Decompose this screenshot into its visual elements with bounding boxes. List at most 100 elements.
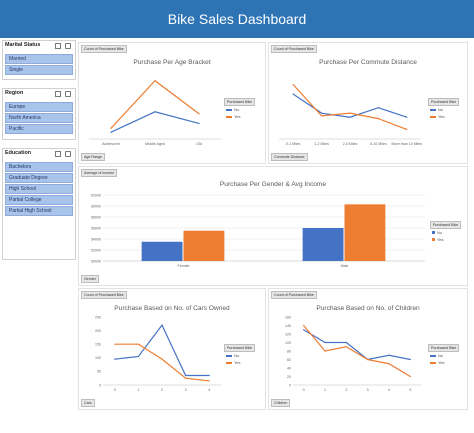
legend-filter-button[interactable]: Purchased Bike	[430, 221, 462, 229]
series-line-yes	[292, 84, 408, 131]
x-tick-label: 0-1 Miles	[286, 142, 301, 146]
legend-filter-button[interactable]: Purchased Bike	[428, 98, 460, 106]
chart-title: Purchase Based on No. of Children	[316, 305, 420, 312]
slicer-item-married[interactable]: Married	[5, 54, 73, 64]
value-field-tag[interactable]: Count of Purchased Bike	[81, 45, 127, 53]
multi-select-icon[interactable]	[55, 91, 61, 97]
y-tick-label: 60000	[91, 204, 101, 208]
chart-plot-commute: 0-1 Miles 1-2 Miles 2-5 Miles 5-10 Miles Mor…	[279, 84, 422, 146]
legend-item-no: No	[432, 230, 442, 235]
data-point-yes	[292, 84, 294, 86]
y-tick-label: 50	[97, 370, 101, 374]
x-tick-label: 3	[185, 388, 187, 392]
axis-field-button[interactable]: Children	[271, 399, 291, 407]
value-field-tag[interactable]: Count of Purchased Bike	[81, 291, 127, 299]
axis-field-button[interactable]: Age Range	[81, 153, 105, 161]
chart-panel-children: Count of Purchased Bike Purchase Based o…	[268, 288, 468, 410]
data-point-no	[154, 111, 156, 113]
bar-no-male	[302, 228, 344, 261]
chart-plot-cars: 0 50 100 150 200 250 0 1 2 3 4	[95, 315, 221, 392]
x-tick-label: 2	[345, 388, 347, 392]
data-point-no	[321, 112, 323, 114]
y-tick-label: 250	[95, 315, 101, 319]
dashboard-title: Bike Sales Dashboard	[0, 0, 474, 38]
data-point-yes	[388, 363, 390, 365]
multi-select-icon[interactable]	[55, 43, 61, 49]
slicer-item-europe[interactable]: Europe	[5, 102, 73, 112]
axis-field-button[interactable]: Commute Distance	[271, 153, 308, 161]
chart-title: Purchase Based on No. of Cars Owned	[114, 305, 230, 312]
data-point-no	[324, 341, 326, 344]
data-point-no	[377, 107, 379, 109]
y-tick-label: 52000	[91, 248, 101, 252]
legend-filter-button[interactable]: Purchased Bike	[224, 98, 256, 106]
chart-plot-age: Adolescent Middle Aged Old	[89, 79, 221, 146]
slicer-title: Marital Status	[5, 42, 41, 48]
legend-item-yes: Yes	[432, 237, 444, 242]
legend-item-no: No	[430, 107, 443, 112]
bar-yes-female	[183, 230, 225, 261]
data-point-yes	[409, 375, 411, 378]
legend-swatch-yes	[430, 116, 436, 118]
slicer-title: Education	[5, 150, 32, 156]
slicer-region: Region Europe North America Pacific	[2, 88, 76, 140]
x-tick-label: Adolescent	[102, 142, 120, 146]
multi-select-icon[interactable]	[55, 151, 61, 157]
series-line-no	[303, 329, 411, 361]
data-point-yes	[154, 80, 156, 82]
data-point-yes	[367, 358, 369, 361]
legend-filter-button[interactable]: Purchased Bike	[224, 344, 256, 352]
data-point-yes	[321, 115, 323, 117]
slicer-item-partial-high-school[interactable]: Partial High School	[5, 206, 73, 216]
slicer-item-partial-college[interactable]: Partial College	[5, 195, 73, 205]
series-line-no	[292, 93, 407, 118]
x-tick-label: Old	[196, 142, 202, 146]
clear-filter-icon[interactable]	[65, 43, 71, 49]
legend-swatch-yes	[430, 362, 436, 364]
value-field-tag[interactable]: Count of Purchased Bike	[271, 45, 317, 53]
legend-swatch-yes	[226, 116, 232, 118]
y-tick-label: 120	[285, 332, 291, 336]
legend-swatch-no	[430, 109, 436, 111]
clear-filter-icon[interactable]	[65, 91, 71, 97]
data-point-no	[345, 341, 347, 344]
data-point-yes	[198, 113, 200, 115]
axis-field-button[interactable]: Gender	[81, 275, 99, 283]
data-point-yes	[349, 112, 351, 114]
slicer-item-graduate-degree[interactable]: Graduate Degree	[5, 173, 73, 183]
slicer-item-north-america[interactable]: North America	[5, 113, 73, 123]
clear-filter-icon[interactable]	[65, 151, 71, 157]
data-point-yes	[137, 343, 139, 345]
y-tick-label: 0	[289, 383, 291, 387]
y-tick-label: 56000	[91, 226, 101, 230]
chart-plot-income: 50000 52000 54000 56000 58000 60000 62000 Femal…	[91, 193, 425, 268]
legend-item-no: No	[226, 107, 239, 112]
axis-field-button[interactable]: Cars	[81, 399, 95, 407]
x-tick-label: 1-2 Miles	[314, 142, 329, 146]
chart-panel-commute-distance: Count of Purchased Bike Purchase Per Com…	[268, 42, 468, 164]
legend-item-yes: Yes	[430, 360, 445, 365]
slicer-item-single[interactable]: Single	[5, 65, 73, 75]
legend-item-no: No	[430, 353, 443, 358]
legend-swatch-no	[432, 231, 435, 235]
y-tick-label: 80	[287, 349, 291, 353]
data-point-no	[292, 93, 294, 95]
bar-yes-male	[344, 204, 386, 261]
slicer-item-high-school[interactable]: High School	[5, 184, 73, 194]
value-field-tag[interactable]: Count of Purchased Bike	[271, 291, 317, 299]
slicer-item-pacific[interactable]: Pacific	[5, 124, 73, 134]
chart-panel-gender-income: Average of Income Purchase Per Gender & …	[78, 166, 468, 286]
chart-title: Purchase Per Gender & Avg Income	[219, 181, 327, 188]
data-point-yes	[377, 118, 379, 120]
y-tick-label: 60	[287, 358, 291, 362]
slicer-title: Region	[5, 90, 24, 96]
x-tick-label: 2-5 Miles	[343, 142, 358, 146]
x-tick-label: 5	[409, 388, 411, 392]
legend-filter-button[interactable]: Purchased Bike	[428, 344, 460, 352]
value-field-tag[interactable]: Average of Income	[81, 169, 118, 177]
slicer-item-bachelors[interactable]: Bachelors	[5, 162, 73, 172]
y-tick-label: 58000	[91, 215, 101, 219]
x-tick-label: 4	[208, 388, 210, 392]
legend-item-no: No	[226, 353, 239, 358]
x-tick-label: 0	[303, 388, 305, 392]
